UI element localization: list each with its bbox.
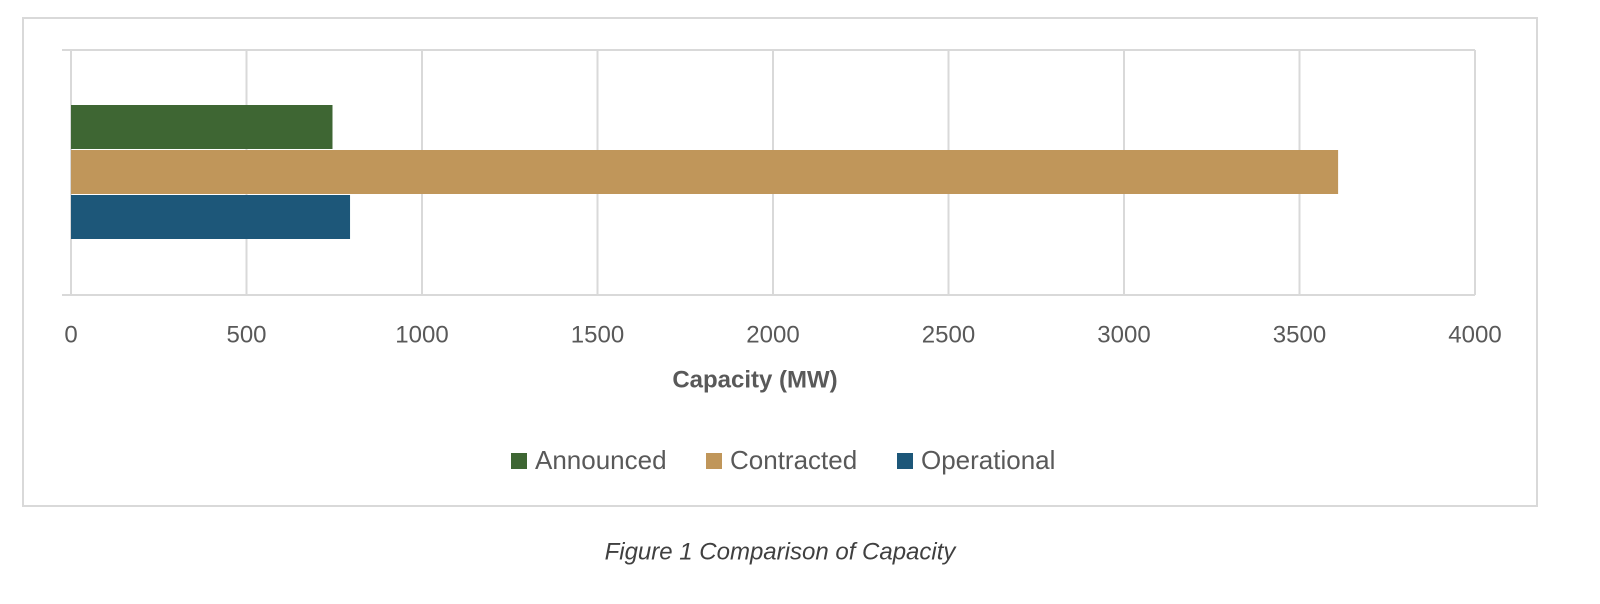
- legend: Announced Contracted Operational: [511, 445, 1055, 475]
- x-tick-label: 4000: [1448, 321, 1501, 348]
- x-tick-label: 500: [226, 321, 266, 348]
- x-axis-title: Capacity (MW): [672, 366, 837, 393]
- x-tick-label: 2000: [746, 321, 799, 348]
- bar: [71, 105, 333, 149]
- x-tick-label: 3000: [1097, 321, 1150, 348]
- x-tick-label: 2500: [922, 321, 975, 348]
- x-tick-label: 1500: [571, 321, 624, 348]
- legend-swatch: [511, 453, 527, 469]
- chart-frame: [22, 17, 1538, 507]
- figure-caption: Figure 1 Comparison of Capacity: [605, 538, 958, 565]
- legend-label: Contracted: [730, 445, 857, 475]
- x-tick-label: 3500: [1273, 321, 1326, 348]
- x-tick-label: 0: [64, 321, 77, 348]
- legend-label: Announced: [535, 445, 667, 475]
- legend-swatch: [706, 453, 722, 469]
- legend-label: Operational: [921, 445, 1055, 475]
- x-tick-label: 1000: [395, 321, 448, 348]
- bar: [71, 150, 1339, 194]
- bar: [71, 195, 351, 239]
- legend-swatch: [897, 453, 913, 469]
